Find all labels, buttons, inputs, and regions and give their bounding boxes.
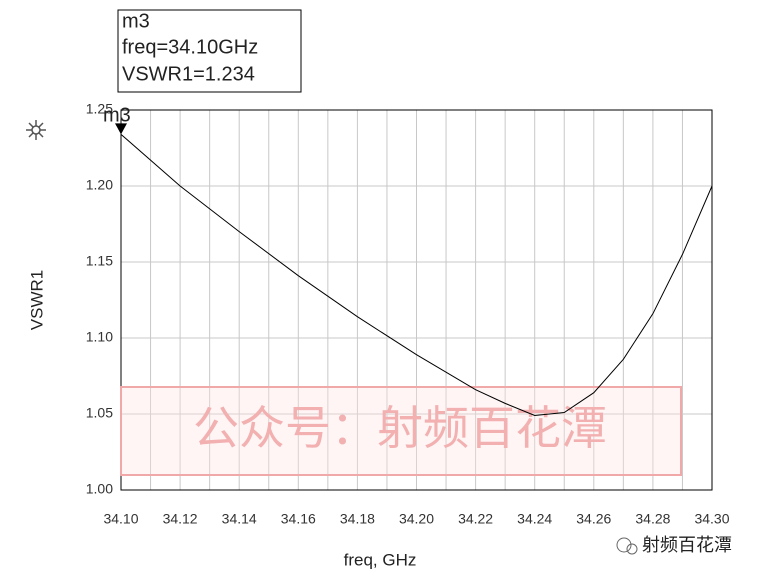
marker-line: VSWR1=1.234 (122, 63, 255, 85)
x-tick-label: 34.14 (222, 511, 257, 527)
footer-text: 射频百花潭 (642, 535, 732, 555)
x-tick-label: 34.16 (281, 511, 316, 527)
marker-box (117, 9, 302, 93)
line (120, 133, 713, 417)
y-tick-label: 1.00 (86, 481, 113, 497)
x-tick-label: 34.10 (103, 511, 138, 527)
y-axis-label: VSWR1 (27, 270, 46, 330)
marker-line: freq=34.10GHz (122, 36, 258, 58)
footer-icon (626, 543, 638, 555)
watermark: 公众号：射频百花潭 (120, 386, 682, 476)
x-tick-label: 34.18 (340, 511, 375, 527)
x-tick-label: 34.12 (163, 511, 198, 527)
marker-label: m3 (103, 105, 131, 127)
y-tick-label: 1.10 (86, 329, 113, 345)
footer-icon (616, 537, 632, 553)
ads-icon (26, 120, 46, 140)
y-tick-label: 1.20 (86, 177, 113, 193)
watermark-text: 公众号：射频百花潭 (193, 402, 607, 454)
y-tick-label: 1.25 (86, 101, 113, 117)
x-tick-label: 34.22 (458, 511, 493, 527)
x-tick-label: 34.24 (517, 511, 552, 527)
x-tick-label: 34.30 (694, 511, 729, 527)
x-tick-label: 34.20 (399, 511, 434, 527)
footer: 射频百花潭 (616, 535, 732, 555)
marker-triangle (115, 123, 127, 135)
x-tick-label: 34.26 (576, 511, 611, 527)
y-tick-label: 1.05 (86, 405, 113, 421)
plot-frame (120, 109, 713, 491)
x-axis-label: freq, GHz (344, 550, 417, 569)
marker-line: m3 (122, 10, 150, 32)
watermark-frame (120, 386, 682, 476)
y-tick-label: 1.15 (86, 253, 113, 269)
x-tick-label: 34.28 (635, 511, 670, 527)
